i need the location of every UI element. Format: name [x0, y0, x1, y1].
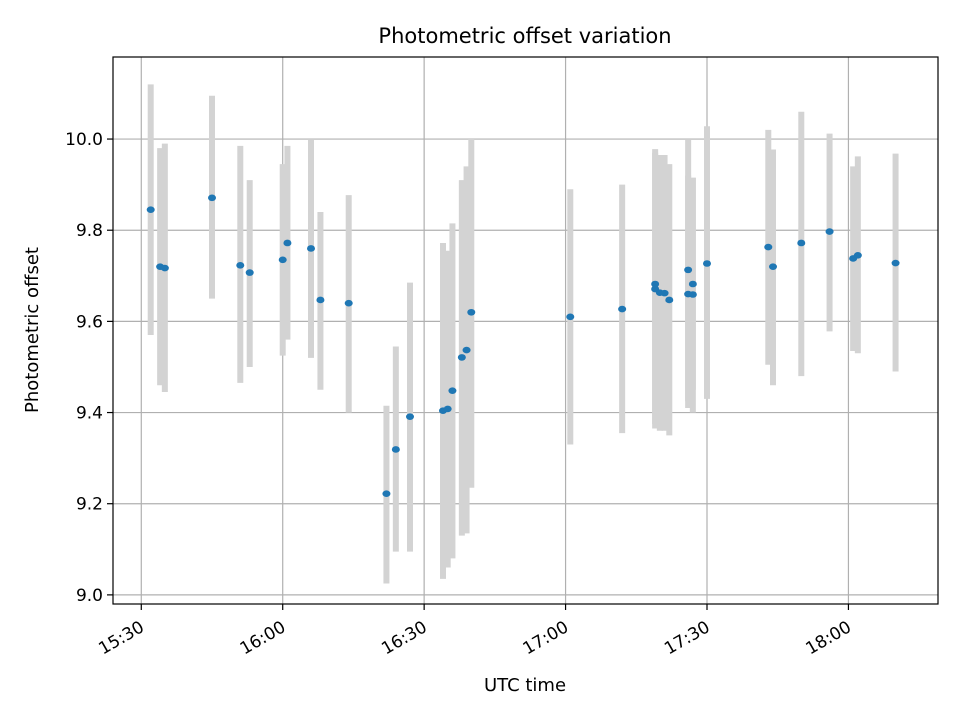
data-point	[684, 266, 693, 274]
y-tick-label: 9.2	[76, 495, 103, 515]
chart-title: Photometric offset variation	[378, 24, 671, 48]
data-point	[467, 308, 476, 316]
data-point	[278, 256, 287, 264]
data-point	[665, 296, 674, 304]
data-point	[236, 262, 245, 269]
data-point	[660, 289, 669, 297]
data-point	[797, 239, 806, 247]
data-point	[146, 206, 155, 214]
data-point	[160, 264, 169, 272]
data-point	[703, 260, 711, 267]
y-axis-label: Photometric offset	[22, 247, 43, 413]
data-point	[316, 296, 325, 304]
data-point	[344, 299, 353, 307]
data-point	[448, 387, 457, 394]
data-point	[457, 354, 466, 361]
data-point	[283, 239, 292, 247]
data-point	[618, 305, 627, 313]
y-tick-label: 9.0	[76, 586, 103, 606]
data-points	[146, 194, 900, 497]
data-point	[769, 263, 777, 270]
data-point	[391, 446, 400, 453]
plot-frame	[112, 56, 939, 605]
y-tick-label: 9.4	[76, 404, 103, 424]
data-point	[566, 313, 575, 321]
data-point	[245, 269, 254, 276]
data-point	[825, 228, 834, 235]
data-point	[307, 245, 315, 252]
data-point	[891, 259, 900, 267]
y-tick-label: 9.6	[76, 312, 103, 332]
data-point	[443, 405, 452, 413]
y-axis-ticks: 9.0 9.2 9.4 9.6 9.8 10.0	[65, 130, 113, 606]
data-point	[651, 280, 660, 288]
y-tick-label: 10.0	[65, 130, 103, 150]
data-point	[208, 194, 216, 202]
data-point	[764, 243, 773, 251]
x-axis-label: UTC time	[484, 675, 566, 696]
data-point	[406, 413, 414, 420]
y-tick-label: 9.8	[76, 221, 103, 241]
data-point	[853, 251, 862, 259]
data-point	[382, 490, 391, 497]
data-point	[688, 291, 697, 298]
data-point	[462, 346, 471, 354]
data-point	[688, 280, 697, 288]
